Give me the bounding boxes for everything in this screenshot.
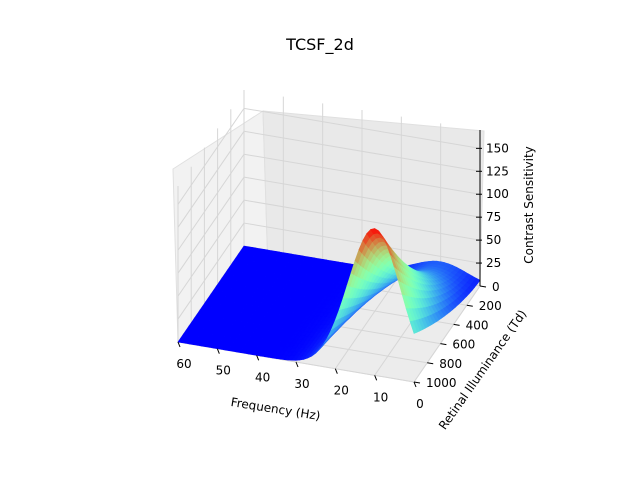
x-tick-50 <box>216 348 220 354</box>
x-tick-label: 20 <box>334 384 349 398</box>
z-tick-label: 25 <box>486 256 501 270</box>
x-tick-30 <box>295 361 299 368</box>
floor-grid-x-0 <box>413 285 481 383</box>
z-tick-label: 75 <box>486 210 501 224</box>
axes-ticks: 60 50 40 30 20 10 0020040060080010002550751001… <box>176 130 509 411</box>
x-tick-label: 0 <box>416 397 424 411</box>
z-tick-label: 125 <box>486 164 509 178</box>
back-grid-z-100 <box>243 153 481 195</box>
x-tick-40 <box>256 355 260 361</box>
y-tick-label: 200 <box>479 299 502 313</box>
y-tick-label: 0 <box>492 280 500 294</box>
back-grid-z-75 <box>243 176 481 218</box>
floor-grid-x-20 <box>334 272 402 369</box>
x-tick-0 <box>413 381 417 388</box>
x-tick-60 <box>177 341 181 348</box>
x-tick-label: 60 <box>176 357 191 371</box>
left-grid-z-75 <box>177 176 245 274</box>
chart-title: TCSF_2d <box>285 35 354 55</box>
y-tick-label: 600 <box>452 338 475 352</box>
y-tick-label: 400 <box>466 318 489 332</box>
y-tick-1000 <box>413 381 421 384</box>
x-tick-label: 10 <box>373 390 388 404</box>
y-tick-0 <box>479 285 487 288</box>
surface-mesh <box>177 228 481 361</box>
z-tick-label: 100 <box>486 187 509 201</box>
left-grid-z-25 <box>177 222 245 320</box>
left-grid-z-100 <box>177 153 245 251</box>
back-grid-z-125 <box>243 130 481 172</box>
z-axis-label: Contrast Sensitivity <box>522 146 536 264</box>
y-tick-400 <box>453 323 460 326</box>
y-tick-label: 1000 <box>426 376 457 390</box>
back-grid-z-150 <box>243 107 481 149</box>
z-tick-label: 50 <box>486 233 501 247</box>
left-grid-z-50 <box>177 199 245 297</box>
left-grid-z-150 <box>177 108 245 205</box>
left-grid-z-125 <box>177 131 245 228</box>
y-tick-600 <box>440 343 447 346</box>
surface-cell <box>409 320 418 334</box>
x-tick-10 <box>374 375 378 381</box>
x-tick-label: 40 <box>255 370 270 384</box>
x-tick-label: 50 <box>216 364 231 378</box>
z-tick-label: 150 <box>486 141 509 155</box>
y-tick-label: 800 <box>439 357 462 371</box>
x-axis-label: Frequency (Hz) <box>230 395 322 423</box>
x-tick-20 <box>334 368 338 374</box>
back-grid-z-50 <box>243 199 481 241</box>
x-tick-label: 30 <box>294 377 309 391</box>
y-tick-200 <box>466 304 473 307</box>
y-tick-800 <box>427 362 434 365</box>
